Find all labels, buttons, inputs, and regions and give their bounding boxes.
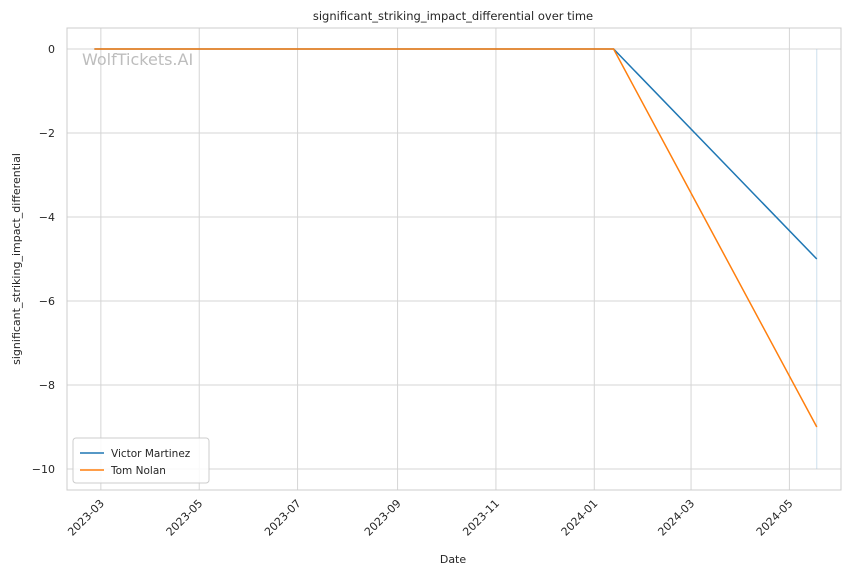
x-tick-label: 2023-07 [262, 497, 304, 539]
legend-label-tom-nolan: Tom Nolan [110, 465, 166, 477]
y-axis-label: significant_striking_impact_differential [10, 153, 23, 365]
plot-area [94, 48, 818, 469]
y-tick-label: −8 [39, 379, 55, 392]
y-tick-label: −10 [32, 463, 55, 476]
x-tick-label: 2023-11 [460, 497, 502, 539]
x-tick-label: 2023-05 [164, 497, 206, 539]
plot-frame [66, 27, 842, 491]
x-axis-ticks: 2023-03 2023-05 2023-07 2023-09 2023-11 2024-… [65, 497, 795, 539]
x-axis-label: Date [440, 553, 467, 566]
y-axis-ticks: 0 −2 −4 −6 −8 −10 [32, 43, 55, 476]
x-tick-label: 2023-09 [362, 497, 404, 539]
x-tick-label: 2024-03 [655, 497, 697, 539]
legend-label-victor-martinez: Victor Martinez [111, 448, 191, 460]
y-tick-label: −6 [39, 295, 55, 308]
chart-title: significant_striking_impact_differential… [313, 9, 593, 23]
series-line-tom-nolan [94, 48, 818, 428]
y-tick-label: 0 [48, 43, 55, 56]
grid [67, 28, 841, 490]
legend: Victor Martinez Tom Nolan [72, 437, 210, 484]
legend-box [72, 437, 210, 484]
watermark: WolfTickets.AI [82, 50, 193, 69]
series-line-victor-martinez [94, 48, 818, 260]
y-tick-label: −4 [39, 211, 55, 224]
y-tick-label: −2 [39, 127, 55, 140]
x-tick-label: 2024-01 [559, 497, 601, 539]
x-tick-label: 2023-03 [65, 497, 107, 539]
x-tick-label: 2024-05 [754, 497, 796, 539]
